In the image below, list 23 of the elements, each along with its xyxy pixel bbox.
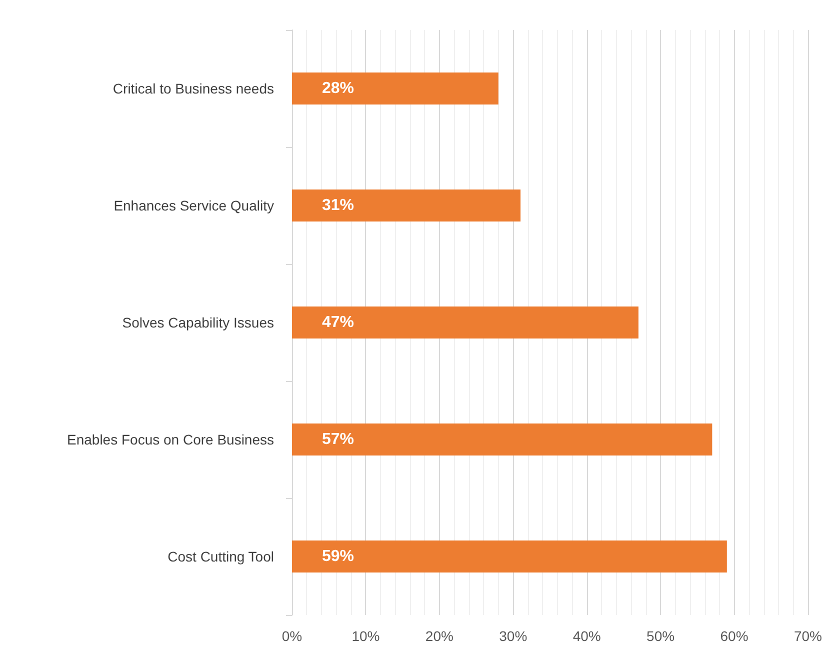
y-tick-label: Solves Capability Issues (122, 314, 274, 330)
data-label: 47% (322, 314, 354, 331)
x-tick-label: 60% (720, 628, 748, 644)
y-tick-label: Enables Focus on Core Business (67, 432, 274, 448)
x-tick-label: 50% (646, 628, 675, 644)
y-tick-label: Critical to Business needs (112, 80, 274, 96)
bar (292, 424, 712, 456)
bar (292, 540, 727, 572)
x-tick-label: 30% (499, 628, 528, 644)
x-tick-label: 0% (282, 628, 302, 644)
bar (292, 72, 498, 104)
bar (292, 306, 638, 338)
bar (292, 190, 521, 222)
data-label: 57% (322, 431, 354, 448)
x-tick-label: 20% (425, 628, 454, 644)
x-tick-label: 70% (794, 628, 822, 644)
data-label: 31% (322, 197, 354, 214)
data-label: 59% (322, 548, 354, 565)
x-tick-label: 40% (572, 628, 601, 644)
y-tick-label: Cost Cutting Tool (168, 548, 274, 564)
x-tick-label: 10% (352, 628, 380, 644)
y-tick-label: Enhances Service Quality (114, 198, 274, 214)
data-label: 28% (322, 80, 354, 97)
